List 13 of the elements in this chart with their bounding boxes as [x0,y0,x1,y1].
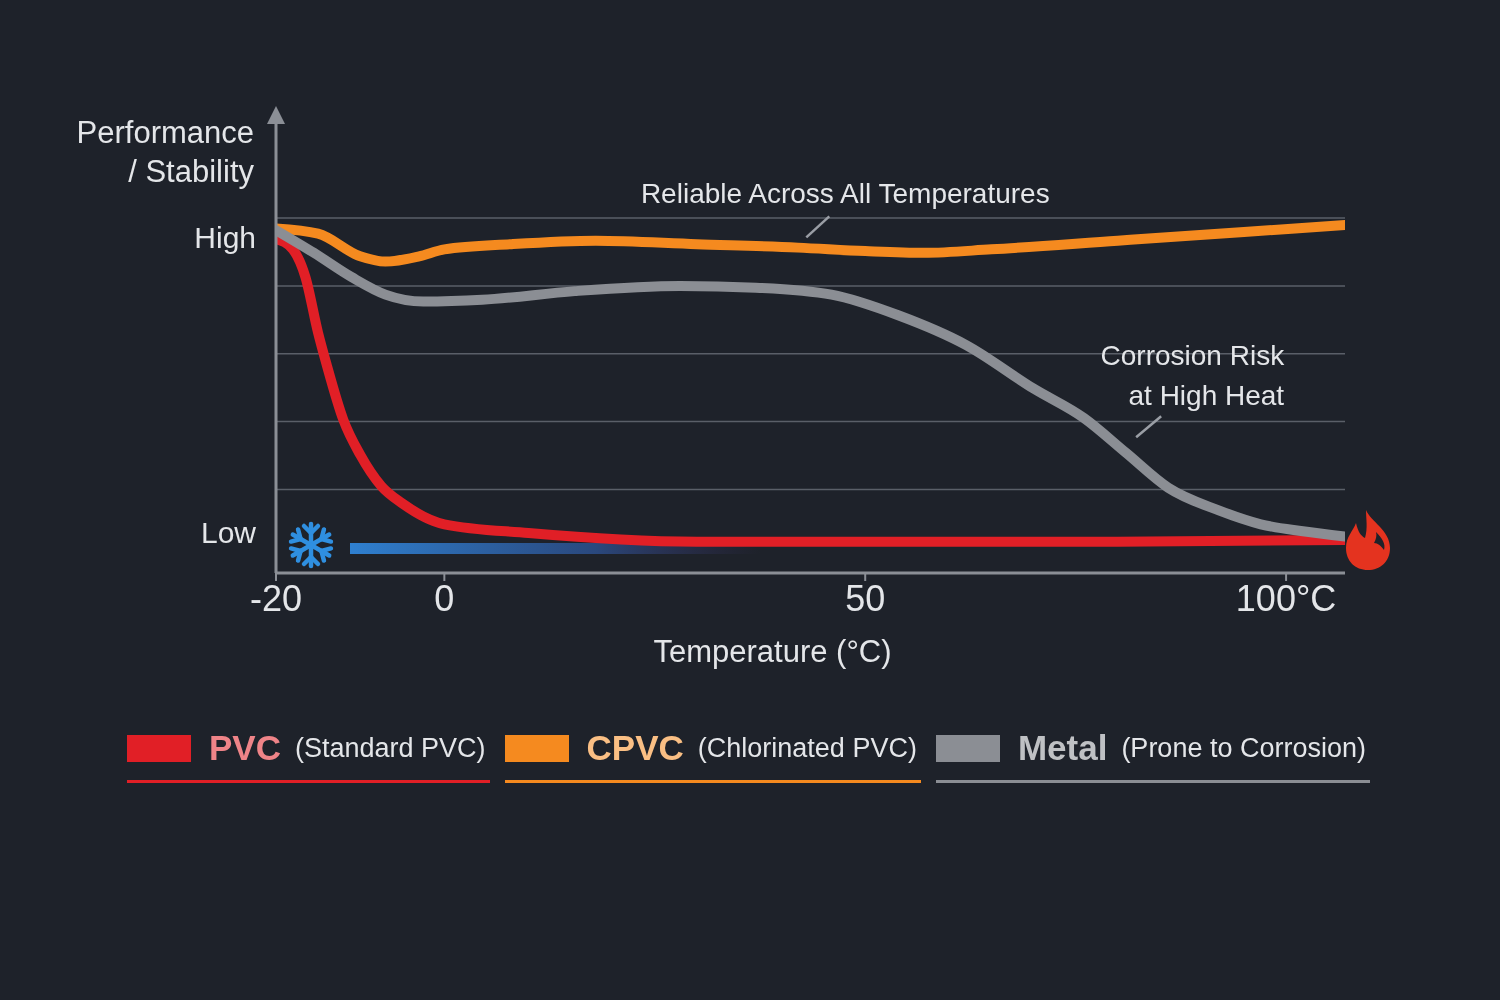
legend-label: PVC (Standard PVC) [209,728,486,768]
text: High [194,221,256,254]
x-tick-label: 50 [845,577,886,619]
annotation: Corrosion Risk at High Heat [1100,340,1286,412]
x-tick-label: 0 [434,577,455,619]
x-axis-title: Temperature (°C) [653,634,892,669]
x-tick-label: 100°C [1235,577,1337,619]
text: Low [200,516,257,549]
legend-label: Metal (Prone to Corrosion) [1017,728,1366,768]
y-axis-title: Performance / Stability [76,115,255,189]
annotation: Reliable Across All Temperatures [640,178,1050,210]
legend-label: CPVC (Chlorinated PVC) [586,728,917,768]
x-tick-label: -20 [249,577,303,619]
